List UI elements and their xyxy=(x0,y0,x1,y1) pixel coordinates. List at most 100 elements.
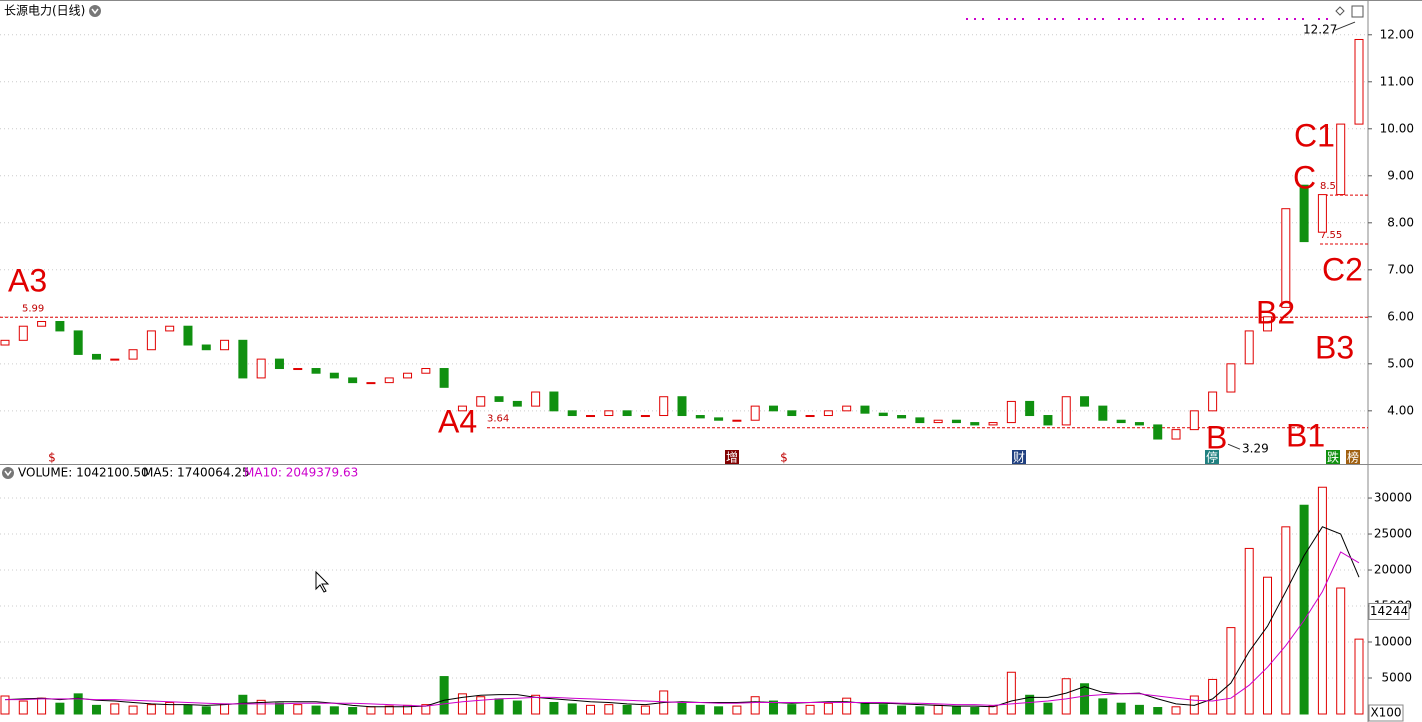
annotation: B3 xyxy=(1315,329,1354,365)
ma-line xyxy=(5,551,1360,707)
signal-dot xyxy=(1006,18,1008,20)
candle-body xyxy=(732,419,742,422)
signal-dot xyxy=(974,18,976,20)
candle-body xyxy=(750,405,760,421)
volume-bar xyxy=(238,694,248,715)
signal-dot xyxy=(1238,18,1240,20)
volume-bar xyxy=(1153,707,1163,715)
volume-bar xyxy=(750,696,760,715)
candle-body xyxy=(0,339,10,346)
volume-bar xyxy=(714,706,724,715)
candle-body xyxy=(348,377,358,384)
signal-dot xyxy=(1222,18,1224,20)
volume-bar xyxy=(586,704,596,715)
volume-bar xyxy=(1134,704,1144,715)
candle-body xyxy=(659,396,669,417)
signal-dot xyxy=(1286,18,1288,20)
volume-bar xyxy=(915,706,925,715)
volume-bar xyxy=(1043,702,1053,715)
candle-body xyxy=(439,368,449,388)
signal-dot xyxy=(1214,18,1216,20)
volume-bar xyxy=(1263,576,1273,715)
candle-body xyxy=(586,415,596,418)
volume-bar xyxy=(494,698,504,715)
candle-body xyxy=(37,321,47,327)
volume-bar xyxy=(622,704,632,715)
volume-menu[interactable] xyxy=(2,467,14,479)
candle-body xyxy=(897,415,907,419)
candle-body xyxy=(622,410,632,417)
current-value-label: 14244 xyxy=(1370,604,1408,618)
event-box xyxy=(1346,450,1360,464)
level-label: 7.55 xyxy=(1320,230,1342,241)
candle-body xyxy=(842,405,852,412)
candle-body xyxy=(311,368,321,374)
candle-body xyxy=(1080,396,1090,407)
level-label: 5.99 xyxy=(22,303,44,314)
event-marker: $ xyxy=(48,451,56,465)
candle-body xyxy=(1025,400,1035,417)
volume-bar xyxy=(1354,638,1364,715)
volume-bar xyxy=(165,701,175,715)
volume-bar xyxy=(311,705,321,715)
candle-body xyxy=(640,415,650,418)
volume-bar xyxy=(329,706,339,715)
candle-body xyxy=(1354,38,1364,125)
event-marker: 停 xyxy=(1206,450,1218,465)
signal-dot xyxy=(1022,18,1024,20)
volume-bar xyxy=(933,704,943,715)
volume-bar xyxy=(1208,678,1218,715)
signal-dot xyxy=(1262,18,1264,20)
y-tick-label: 10000 xyxy=(1374,635,1412,649)
volume-bar xyxy=(0,695,10,715)
volume-bar xyxy=(1299,504,1309,715)
candle-body xyxy=(18,325,28,341)
volume-bar xyxy=(951,706,961,715)
candle-body xyxy=(567,410,577,417)
annotation: C1 xyxy=(1294,117,1335,153)
volume-bar xyxy=(805,704,815,715)
volume-bar xyxy=(531,694,541,715)
signal-dot xyxy=(1078,18,1080,20)
chart-title: 长源电力(日线) xyxy=(4,4,85,18)
layout-button[interactable] xyxy=(1351,5,1364,18)
candle-body xyxy=(1317,194,1327,233)
candle-body xyxy=(91,353,101,360)
annotation: B xyxy=(1206,419,1227,455)
title-menu[interactable] xyxy=(89,5,101,17)
y-tick-label: 11.00 xyxy=(1380,74,1414,88)
annotation: B1 xyxy=(1286,417,1325,453)
candle-body xyxy=(366,382,376,385)
volume-bar xyxy=(1281,526,1291,715)
signal-dot xyxy=(1174,18,1176,20)
menu-arrow xyxy=(91,8,99,15)
extreme-label: 3.29 xyxy=(1242,442,1269,456)
signal-dot xyxy=(1134,18,1136,20)
event-box xyxy=(725,450,739,464)
candle-body xyxy=(1189,410,1199,431)
signal-dot xyxy=(1278,18,1280,20)
candle-body xyxy=(1043,415,1053,426)
volume-bar xyxy=(201,706,211,715)
volume-bar xyxy=(1226,627,1236,715)
signal-dot xyxy=(1158,18,1160,20)
candle-body xyxy=(695,415,705,419)
diamond-button[interactable] xyxy=(1335,6,1345,16)
signal-dot xyxy=(982,18,984,20)
volume-bar xyxy=(256,699,266,715)
candle-body xyxy=(476,396,486,407)
volume-bar xyxy=(476,696,486,715)
candle-body xyxy=(256,358,266,379)
candle-body xyxy=(165,325,175,332)
volume-bar xyxy=(18,700,28,715)
volume-bar xyxy=(878,704,888,715)
signal-dot xyxy=(1038,18,1040,20)
candle-body xyxy=(823,410,833,417)
volume-bar xyxy=(640,705,650,715)
signal-dot xyxy=(1046,18,1048,20)
candle-body xyxy=(951,419,961,424)
candle-body xyxy=(220,339,230,351)
event-box xyxy=(1012,450,1026,464)
annotation: C2 xyxy=(1322,251,1363,287)
